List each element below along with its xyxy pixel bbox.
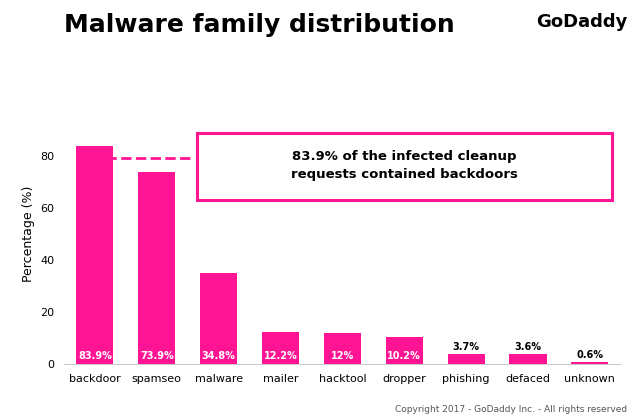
FancyBboxPatch shape bbox=[197, 133, 612, 200]
Text: 83.9% of the infected cleanup
requests contained backdoors: 83.9% of the infected cleanup requests c… bbox=[291, 150, 518, 181]
Text: 83.9%: 83.9% bbox=[78, 351, 112, 361]
Text: Copyright 2017 - GoDaddy Inc. - All rights reserved: Copyright 2017 - GoDaddy Inc. - All righ… bbox=[395, 405, 627, 414]
Text: Malware family distribution: Malware family distribution bbox=[64, 13, 455, 36]
Text: GoDaddy: GoDaddy bbox=[536, 13, 627, 31]
Text: 73.9%: 73.9% bbox=[140, 351, 173, 361]
Bar bbox=[324, 333, 361, 364]
Bar bbox=[572, 362, 609, 364]
Bar bbox=[200, 273, 237, 364]
Text: 12%: 12% bbox=[331, 351, 354, 361]
Bar bbox=[262, 332, 299, 364]
Bar bbox=[447, 354, 484, 364]
Bar bbox=[386, 337, 423, 364]
Text: 0.6%: 0.6% bbox=[577, 350, 604, 360]
Bar bbox=[138, 172, 175, 364]
Text: 3.6%: 3.6% bbox=[515, 342, 541, 352]
Text: 12.2%: 12.2% bbox=[264, 351, 298, 361]
Text: 10.2%: 10.2% bbox=[387, 351, 421, 361]
Y-axis label: Percentage (%): Percentage (%) bbox=[22, 186, 35, 282]
Text: 34.8%: 34.8% bbox=[202, 351, 236, 361]
Bar bbox=[76, 146, 113, 364]
Text: 3.7%: 3.7% bbox=[452, 342, 479, 352]
Bar bbox=[509, 354, 547, 364]
